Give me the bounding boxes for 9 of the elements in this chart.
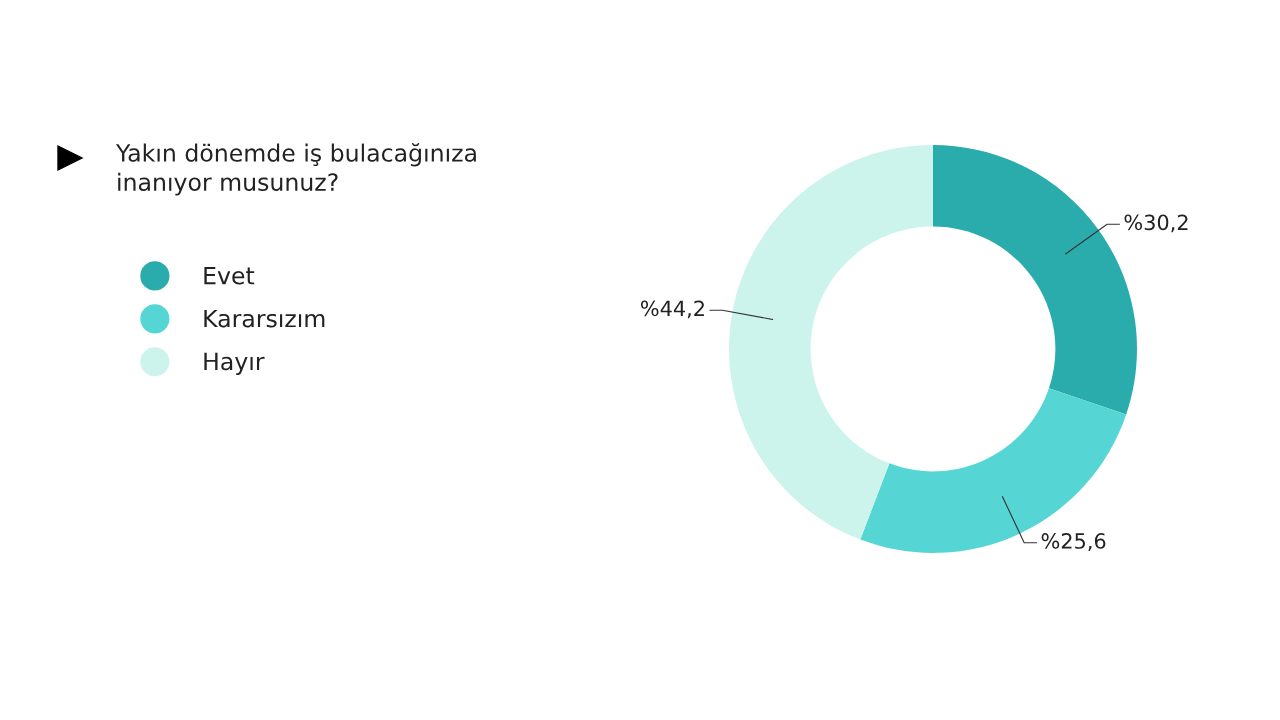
legend-label: Kararsızım xyxy=(204,309,325,328)
data-label: %25,6 xyxy=(1041,533,1106,551)
legend-label: Evet xyxy=(204,266,255,285)
data-label: %44,2 xyxy=(640,300,704,319)
donut-slice xyxy=(860,388,1127,553)
data-label: %30,2 xyxy=(1124,214,1188,233)
donut-slice xyxy=(729,145,933,540)
legend-label: Hayır xyxy=(204,352,265,375)
text: Yakın dönemde iş bulacağınıza inanıyor musunuz? xyxy=(115,143,476,196)
